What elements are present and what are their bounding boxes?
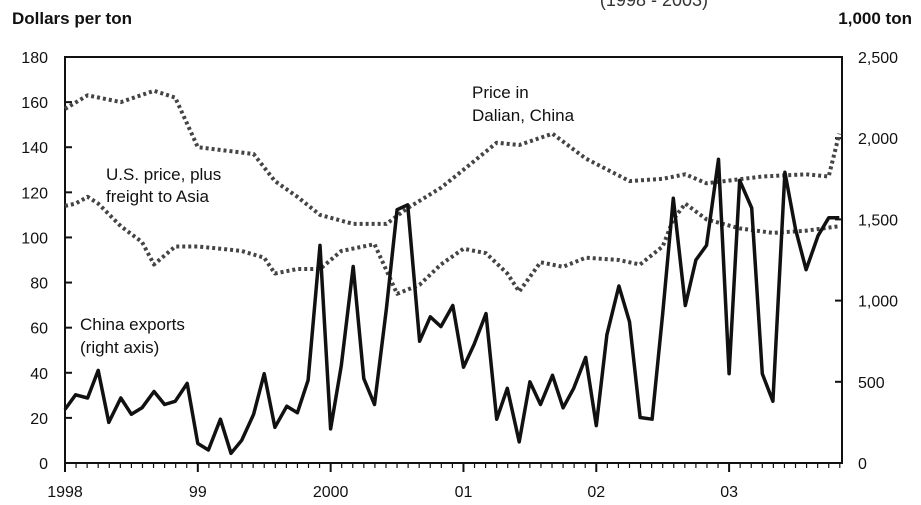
x-axis-ticks: 1998 99 2000 01 02 03: [47, 463, 841, 501]
annotation-us: U.S. price, plus freight to Asia: [106, 165, 221, 206]
x-tick-label: 2000: [313, 484, 349, 501]
right-axis-title: 1,000 ton: [838, 9, 912, 28]
left-tick-label: 140: [21, 140, 48, 157]
series-layer: [63, 88, 842, 456]
x-tick-label: 03: [720, 484, 738, 501]
chart-title-partial: (1998 - 2003): [600, 0, 708, 10]
series-line-us: [64, 194, 840, 296]
x-tick-label: 02: [587, 484, 605, 501]
left-tick-label: 80: [30, 276, 48, 293]
annotation-china-line2: (right axis): [80, 338, 159, 357]
right-tick-label: 2,000: [858, 131, 898, 148]
annotation-us-line2: freight to Asia: [106, 187, 210, 206]
left-tick-label: 20: [30, 411, 48, 428]
annotation-china-line1: China exports: [80, 315, 185, 334]
plot-frame: [64, 56, 843, 464]
left-axis-ticks: 0 20 40 60 80 100 120 140 160 180: [21, 50, 72, 473]
left-tick-label: 160: [21, 95, 48, 112]
right-tick-label: 500: [858, 375, 885, 392]
right-axis-ticks: 0 500 1,000 1,500 2,000 2,500: [835, 50, 898, 473]
annotation-dalian-line2: Dalian, China: [472, 106, 575, 125]
left-tick-label: 100: [21, 230, 48, 247]
x-tick-label: 99: [189, 484, 207, 501]
right-tick-label: 0: [858, 456, 867, 473]
annotation-china: China exports (right axis): [80, 315, 185, 357]
left-tick-label: 120: [21, 185, 48, 202]
annotation-dalian: Price in Dalian, China: [472, 83, 575, 125]
right-tick-label: 1,000: [858, 294, 898, 311]
x-tick-label: 01: [455, 484, 473, 501]
series-line-china: [63, 157, 840, 456]
series-line-dalian: [63, 88, 842, 226]
annotation-dalian-line1: Price in: [472, 83, 529, 102]
left-tick-label: 180: [21, 50, 48, 67]
right-tick-label: 1,500: [858, 212, 898, 229]
left-axis-title: Dollars per ton: [12, 9, 132, 28]
left-tick-label: 40: [30, 366, 48, 383]
left-tick-label: 60: [30, 321, 48, 338]
annotation-us-line1: U.S. price, plus: [106, 165, 221, 184]
left-tick-label: 0: [39, 456, 48, 473]
right-tick-label: 2,500: [858, 50, 898, 67]
x-tick-label: 1998: [47, 484, 83, 501]
